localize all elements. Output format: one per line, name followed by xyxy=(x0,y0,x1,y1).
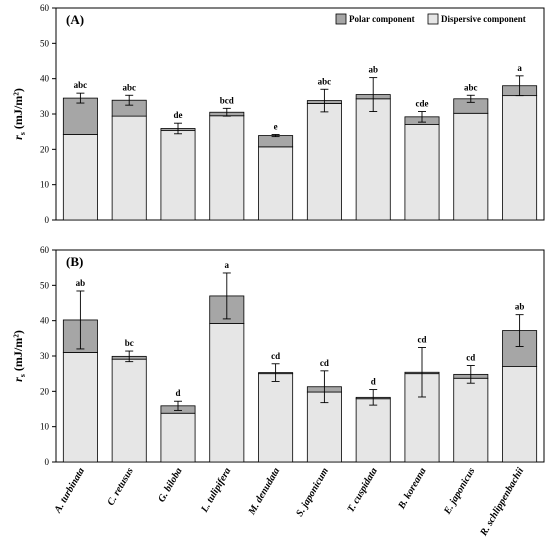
bar-dispersive xyxy=(355,398,391,463)
bar-dispersive xyxy=(160,412,196,463)
bar-dispersive xyxy=(306,103,342,221)
bar-polar xyxy=(258,135,294,148)
panel-label: (B) xyxy=(66,254,83,269)
category-label: G. biloba xyxy=(156,466,184,504)
y-axis-label-subscript: s xyxy=(18,374,27,377)
y-tick-label: 10 xyxy=(40,180,50,190)
y-tick-label: 50 xyxy=(40,280,50,290)
y-axis-label-subscript: s xyxy=(18,132,27,135)
significance-letter: bcd xyxy=(220,95,234,105)
y-tick-label: 0 xyxy=(45,457,50,467)
y-tick-label: 30 xyxy=(40,351,50,361)
y-tick-label: 20 xyxy=(40,144,50,154)
y-axis-label: rs (mJ/m²) xyxy=(11,88,27,140)
bar-dispersive xyxy=(111,115,147,221)
significance-letter: cde xyxy=(416,99,429,109)
bar-dispersive xyxy=(355,98,391,221)
y-tick-label: 40 xyxy=(40,74,50,84)
bar-dispersive xyxy=(209,323,245,463)
significance-letter: cd xyxy=(466,353,475,363)
significance-letter: a xyxy=(517,63,522,73)
bar-dispersive xyxy=(258,373,294,463)
legend-label-dispersive: Dispersive component xyxy=(441,14,526,24)
significance-letter: cd xyxy=(320,358,329,368)
y-tick-label: 40 xyxy=(40,316,50,326)
significance-letter: d xyxy=(175,388,180,398)
significance-letter: ab xyxy=(76,278,86,288)
category-axis-labels: A. turbinata C. retusus G. biloba L. tulipi… xyxy=(52,466,526,539)
bar-dispersive xyxy=(160,130,196,221)
significance-letter: abc xyxy=(74,80,88,90)
significance-letter: d xyxy=(371,377,376,387)
bar-dispersive xyxy=(502,95,538,221)
y-tick-label: 10 xyxy=(40,422,50,432)
bar-dispersive xyxy=(62,134,98,221)
category-label: M. denudata xyxy=(246,466,282,518)
y-tick-label: 30 xyxy=(40,109,50,119)
y-tick-label: 50 xyxy=(40,38,50,48)
bar-dispersive xyxy=(111,358,147,463)
bar-dispersive xyxy=(453,112,489,221)
category-label: S. japonicum xyxy=(294,466,331,519)
significance-letter: de xyxy=(174,110,183,120)
significance-letter: cd xyxy=(418,335,427,345)
category-label: E. japonicus xyxy=(442,466,478,517)
y-axis-label: rs (mJ/m²) xyxy=(11,330,27,382)
panel-label: (A) xyxy=(66,12,84,27)
category-label: T. cuspidata xyxy=(345,466,379,514)
bar-dispersive xyxy=(404,124,440,221)
legend-swatch-dispersive xyxy=(427,13,439,25)
bar-dispersive xyxy=(62,352,98,463)
bar-dispersive xyxy=(209,115,245,221)
legend-label-polar: Polar component xyxy=(349,14,415,24)
bar-polar xyxy=(62,97,98,135)
bar-dispersive xyxy=(502,366,538,463)
y-tick-label: 0 xyxy=(45,215,50,225)
bar-dispersive xyxy=(453,377,489,463)
significance-letter: e xyxy=(274,121,278,131)
y-axis-label-symbol: r xyxy=(11,135,25,140)
significance-letter: bc xyxy=(125,338,134,348)
category-label: B. koreana xyxy=(396,466,429,512)
bar-dispersive xyxy=(306,391,342,463)
legend-swatch-polar xyxy=(335,13,347,25)
y-axis-label-symbol: r xyxy=(11,377,25,382)
category-label: C. retusus xyxy=(105,466,135,508)
significance-letter: a xyxy=(225,260,230,270)
category-label: R. schlippenbachii xyxy=(478,466,526,539)
category-label: A. turbinata xyxy=(52,466,87,516)
significance-letter: abc xyxy=(464,82,478,92)
significance-letter: ab xyxy=(368,65,378,75)
significance-letter: ab xyxy=(515,302,525,312)
significance-letter: abc xyxy=(318,76,332,86)
bar-dispersive xyxy=(258,146,294,221)
significance-letter: abc xyxy=(122,82,136,92)
category-label: L. tulipifera xyxy=(199,466,234,515)
significance-letter: cd xyxy=(271,351,280,361)
y-tick-label: 20 xyxy=(40,386,50,396)
y-axis-label-units: (mJ/m²) xyxy=(11,88,25,132)
legend: Polar component Dispersive component xyxy=(335,13,526,25)
y-tick-label: 60 xyxy=(40,3,50,13)
y-tick-label: 60 xyxy=(40,245,50,255)
panel-b: 0 10 20 30 40 50 60 rs (mJ/m²) (B) ab bc d a cd cd d cd c… xyxy=(11,245,545,467)
y-axis-label-units: (mJ/m²) xyxy=(11,330,25,374)
